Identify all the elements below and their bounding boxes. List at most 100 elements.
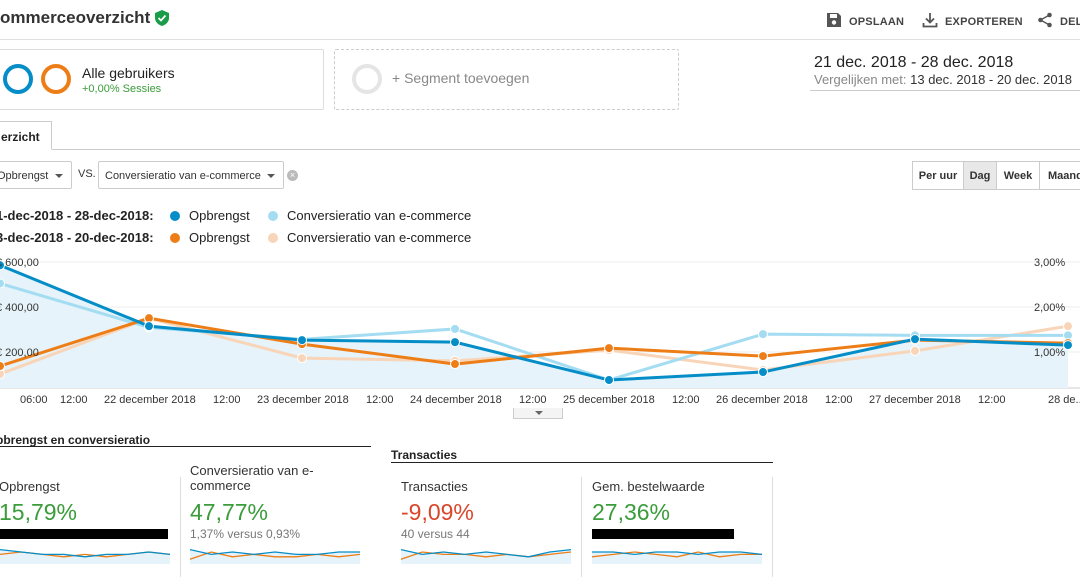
x-tick: 25 december 2018 [563,394,655,406]
sparkline-area [0,549,170,564]
y-left-tick: € 200,00 [0,347,39,359]
clear-metric-icon[interactable]: × [287,170,298,181]
sparkline-transactions [401,548,571,564]
section-underline [391,462,773,463]
x-tick: 26 december 2018 [716,394,808,406]
save-icon [826,12,842,31]
series-opbrengst-current-point [450,337,460,348]
metric-change-value: 47,77% [190,499,269,525]
series-opbrengst-previous-point [604,343,614,354]
section-title-transactions: Transacties [391,448,458,462]
download-icon [922,12,938,31]
line-chart[interactable] [0,250,1080,410]
series-opbrengst-previous-line [0,316,1069,368]
series-conversion-current-point [450,323,460,334]
save-label: OPSLAAN [849,15,905,28]
metric-card-transactions[interactable]: Transacties -9,09% 40 versus 44 [401,476,581,582]
series-conversion-previous-point [910,345,920,356]
legend-item-conversion-previous[interactable]: Conversieratio van e-commerce [268,230,471,245]
x-tick: 12:00 [60,394,88,406]
share-label: DEL [1060,15,1080,28]
x-tick: 06:00 [20,394,48,406]
sparkline-avg-order-value [592,551,762,564]
segment-all-users[interactable]: Alle gebruikers +0,00% Sessies [0,49,324,110]
share-icon [1037,12,1053,31]
chevron-down-icon [55,174,63,178]
series-conversion-previous-point [297,353,307,364]
legend-label: Conversieratio van e-commerce [287,230,472,245]
x-tick: 22 december 2018 [104,394,196,406]
export-button[interactable]: EXPORTEREN [922,12,1023,31]
y-left-tick: € 600,00 [0,257,39,269]
legend-dot-icon [170,210,180,221]
granularity-week-button[interactable]: Week [996,161,1040,190]
series-conversion-current-point [758,329,768,340]
metric-label: Transacties [401,479,468,494]
chart-expand-toggle[interactable] [513,408,563,419]
x-tick: 23 december 2018 [257,394,349,406]
x-tick: 27 december 2018 [869,394,961,406]
granularity-day-button[interactable]: Dag [963,161,997,190]
metric-card-revenue[interactable]: Opbrengst 15,79% [0,476,180,582]
date-underline [810,90,1080,91]
series-opbrengst-current-point [0,260,5,271]
segment-current-ring-icon [3,64,33,94]
x-tick: 12:00 [213,394,241,406]
series-opbrengst-previous-point [450,359,460,370]
tab-overview[interactable]: erzicht [0,121,52,150]
series-opbrengst-current-point [604,375,614,386]
page-title: ommerceoverzicht [0,8,170,31]
y-left-tick: € 400,00 [0,302,39,314]
sparkline-revenue [0,548,170,564]
sparkline-previous [401,551,571,560]
sparkline-previous [592,551,762,558]
x-tick: 12:00 [672,394,700,406]
series-opbrengst-current-point [144,321,154,332]
legend-label: Conversieratio van e-commerce [287,208,472,223]
sparkline-current [592,551,762,556]
export-label: EXPORTEREN [945,15,1023,28]
y-right-tick: 1,00% [1034,347,1066,359]
redacted-value [592,529,734,539]
legend-item-opbrengst-current[interactable]: Opbrengst [170,208,250,223]
metric-card-avg-order-value[interactable]: Gem. bestelwaarde 27,36% [592,476,772,582]
metric-change-value: -9,09% [401,499,474,525]
secondary-metric-select[interactable]: Conversieratio van e-commerce [98,161,284,189]
empty-segment-ring-icon [352,64,382,94]
series-opbrengst-current-point [758,367,768,378]
legend-item-conversion-current[interactable]: Conversieratio van e-commerce [268,208,471,223]
date-range-picker[interactable]: 21 dec. 2018 - 28 dec. 2018 [814,54,1014,71]
legend-item-opbrengst-previous[interactable]: Opbrengst [170,230,250,245]
chevron-down-icon [267,174,275,178]
segment-sessions-change: +0,00% Sessies [82,83,162,95]
compare-label: Vergelijken met: [814,72,907,87]
y-right-tick: 2,00% [1034,302,1066,314]
metric-change-value: 27,36% [592,499,671,525]
primary-metric-select[interactable]: Opbrengst [0,161,72,189]
y-right-tick: 3,00% [1034,257,1066,269]
card-divider [180,477,181,577]
tab-overview-label: erzicht [1,130,40,144]
metric-card-conversion[interactable]: Conversieratio van e-commerce 47,77% 1,3… [190,463,370,582]
granularity-hour-button[interactable]: Per uur [912,161,964,190]
add-segment-label: + Segment toevoegen [392,70,530,86]
series-conversion-previous-point [1063,321,1073,332]
section-title-revenue: pbrengst en conversieratio [0,433,151,447]
series-opbrengst-current-point [1063,340,1073,351]
metric-label: Conversieratio van e-commerce [190,463,314,493]
share-button[interactable]: DEL [1037,12,1080,31]
page-title-text: ommerceoverzicht [0,8,151,27]
x-tick: 24 december 2018 [410,394,502,406]
add-segment-button[interactable]: + Segment toevoegen [334,49,679,110]
legend-previous-range: 3-dec-2018 - 20-dec-2018: [0,230,154,245]
legend-current-range: 1-dec-2018 - 28-dec-2018: [0,208,154,223]
x-tick: 12:00 [366,394,394,406]
metric-comparison: 40 versus 44 [401,527,470,541]
primary-metric-value: Opbrengst [0,170,49,182]
granularity-month-button[interactable]: Maand [1039,161,1080,190]
tab-divider [0,149,1080,150]
save-button[interactable]: OPSLAAN [826,12,904,31]
series-opbrengst-current-point [910,334,920,345]
redacted-value [0,529,168,539]
legend-dot-icon [268,210,278,221]
